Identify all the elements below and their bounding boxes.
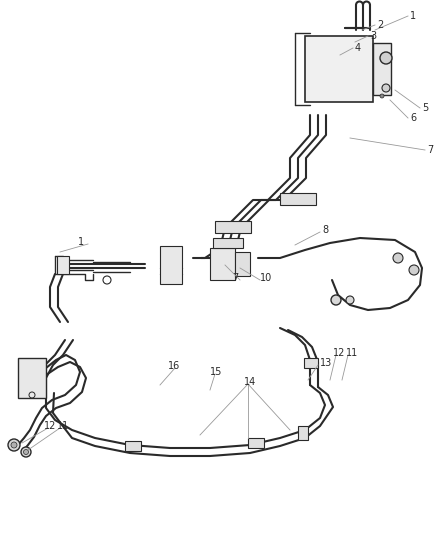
Text: 4: 4 bbox=[355, 43, 361, 53]
Bar bbox=[280, 193, 316, 205]
Text: 16: 16 bbox=[168, 361, 180, 371]
Text: 11: 11 bbox=[346, 348, 358, 358]
Circle shape bbox=[24, 449, 28, 455]
Bar bbox=[57, 256, 69, 274]
Bar bbox=[18, 358, 46, 398]
Text: 10: 10 bbox=[260, 273, 272, 283]
Bar bbox=[160, 246, 182, 284]
Bar bbox=[215, 221, 251, 233]
Text: 13: 13 bbox=[320, 358, 332, 368]
Bar bbox=[213, 238, 243, 248]
Text: 5: 5 bbox=[422, 103, 428, 113]
Text: 12: 12 bbox=[333, 348, 346, 358]
Circle shape bbox=[346, 296, 354, 304]
Circle shape bbox=[393, 253, 403, 263]
Text: 15: 15 bbox=[210, 367, 223, 377]
Bar bbox=[298, 426, 308, 440]
Bar bbox=[125, 441, 141, 451]
Text: 1: 1 bbox=[78, 237, 84, 247]
Circle shape bbox=[331, 295, 341, 305]
Bar bbox=[305, 36, 373, 102]
Bar bbox=[373, 43, 391, 95]
Text: 6: 6 bbox=[410, 113, 416, 123]
Text: 8: 8 bbox=[322, 225, 328, 235]
Circle shape bbox=[11, 442, 17, 448]
Circle shape bbox=[380, 94, 384, 98]
Text: 1: 1 bbox=[410, 11, 416, 21]
Text: 7: 7 bbox=[427, 145, 433, 155]
Circle shape bbox=[21, 447, 31, 457]
Text: 2: 2 bbox=[377, 20, 383, 30]
Bar bbox=[210, 248, 235, 280]
Bar bbox=[304, 358, 318, 368]
Circle shape bbox=[380, 52, 392, 64]
Text: 11: 11 bbox=[57, 421, 69, 431]
Circle shape bbox=[8, 439, 20, 451]
Circle shape bbox=[409, 265, 419, 275]
Circle shape bbox=[382, 84, 390, 92]
Text: 3: 3 bbox=[370, 31, 376, 41]
Bar bbox=[248, 438, 264, 448]
Bar bbox=[235, 252, 250, 276]
Text: 7: 7 bbox=[232, 273, 238, 283]
Text: 14: 14 bbox=[244, 377, 256, 387]
Text: 12: 12 bbox=[44, 421, 57, 431]
